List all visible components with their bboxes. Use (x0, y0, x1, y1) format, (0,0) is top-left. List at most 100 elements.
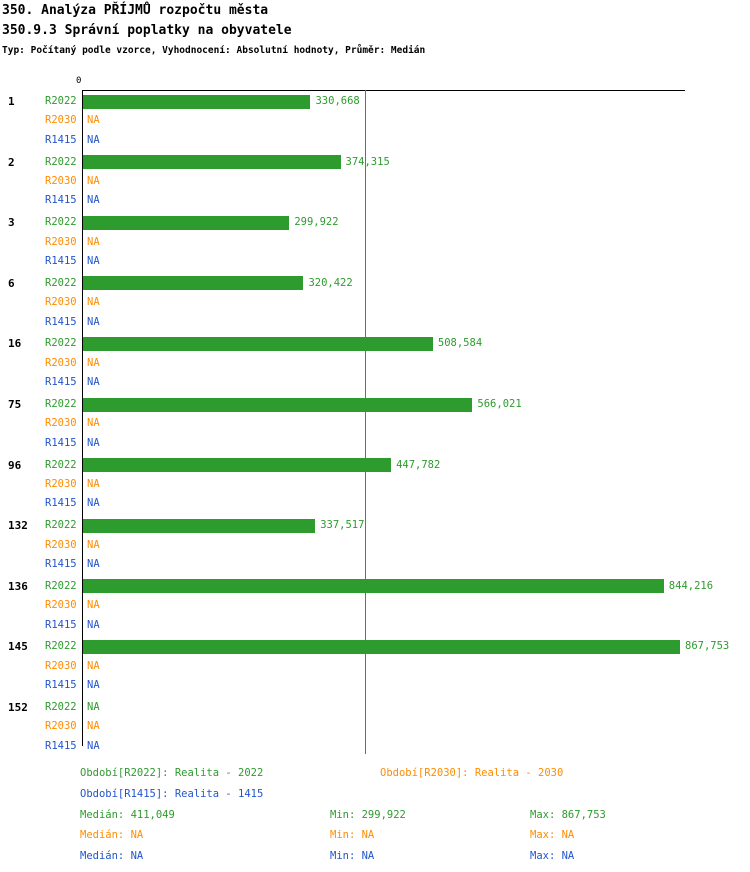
series-label: R1415 (45, 194, 77, 207)
group-id-label: 2 (8, 155, 15, 169)
series-label: R2030 (45, 417, 77, 430)
bar-row: R2022 447,782 (0, 456, 750, 475)
na-value-label: NA (87, 659, 100, 672)
na-value-label: NA (87, 599, 100, 612)
value-label: 330,668 (315, 95, 360, 107)
series-label: R2030 (45, 538, 77, 551)
value-bar (83, 397, 473, 412)
legend-r2022: Období[R2022]: Realita - 2022 (80, 767, 264, 779)
group-id-label: 1 (8, 95, 15, 108)
bar-row: R2022 508,584 (0, 334, 750, 353)
value-bar (83, 337, 433, 352)
series-label: R2030 (45, 296, 77, 309)
bar-row: R2022 867,753 (0, 637, 750, 656)
bar-group: 1 R2022 330,668 R2030 NA R1415 NA (0, 92, 750, 150)
stat-min-r2022: Min: 299,922 (330, 809, 406, 821)
bar-row: R1415 NA (0, 494, 750, 513)
bar-row: R2030 NA (0, 657, 750, 676)
group-id-label: 145 (8, 640, 28, 654)
na-value-label: NA (87, 739, 100, 752)
na-value-label: NA (87, 315, 100, 328)
value-label: 867,753 (685, 640, 730, 653)
bar-row: R2030 NA (0, 293, 750, 312)
bar-row: R1415 NA (0, 676, 750, 695)
series-label: R2022 (45, 276, 77, 289)
bar-row: R2022 320,422 (0, 274, 750, 293)
series-label: R2022 (45, 458, 77, 471)
report-title-line2: 350.9.3 Správní poplatky na obyvatele (2, 23, 292, 38)
value-label: 299,922 (294, 216, 339, 229)
series-label: R2022 (45, 519, 77, 532)
stat-median-r2030: Medián: NA (80, 829, 144, 841)
bar-row: R1415 NA (0, 373, 750, 392)
series-label: R2030 (45, 659, 77, 672)
bar-group: 3 R2022 299,922 R2030 NA R1415 NA (0, 213, 750, 271)
bar-row: R1415 NA (0, 737, 750, 756)
series-label: R2022 (45, 701, 77, 713)
bar-row: R2030 NA (0, 354, 750, 373)
bar-row: R2030 NA (0, 475, 750, 494)
group-id-label: 3 (8, 216, 15, 230)
na-value-label: NA (87, 497, 100, 510)
group-id-label: 6 (8, 276, 15, 290)
bar-group: 96 R2022 447,782 R2030 NA R1415 NA (0, 456, 750, 514)
axis-vertical-line (82, 90, 83, 746)
bar-row: R2022 844,216 (0, 577, 750, 596)
na-value-label: NA (87, 701, 100, 713)
series-label: R2030 (45, 235, 77, 248)
bar-row: R2022 566,021 (0, 395, 750, 414)
group-id-label: 152 (8, 701, 28, 714)
bar-row: R1415 NA (0, 555, 750, 574)
series-label: R1415 (45, 679, 77, 692)
bar-row: R2022 299,922 (0, 213, 750, 232)
series-label: R2030 (45, 720, 77, 733)
bar-row: R2022 337,517 (0, 516, 750, 535)
value-label: 320,422 (308, 276, 353, 289)
group-id-label: 136 (8, 579, 28, 593)
value-label: 508,584 (437, 337, 483, 350)
value-bar (83, 458, 392, 473)
na-value-label: NA (87, 114, 100, 127)
stat-min-r2030: Min: NA (330, 829, 375, 841)
na-value-label: NA (87, 720, 100, 733)
na-value-label: NA (87, 679, 100, 692)
series-label: R2022 (45, 579, 77, 592)
na-value-label: NA (87, 436, 100, 449)
series-label: R2022 (45, 155, 77, 168)
bar-row: R2022 374,315 (0, 153, 750, 172)
group-id-label: 96 (8, 458, 22, 472)
na-value-label: NA (87, 376, 100, 389)
bar-row: R1415 NA (0, 434, 750, 453)
stat-max-r1415: Max: NA (530, 850, 575, 862)
bar-row: R1415 NA (0, 252, 750, 271)
na-value-label: NA (87, 296, 100, 309)
na-value-label: NA (87, 254, 100, 267)
series-label: R1415 (45, 254, 77, 267)
na-value-label: NA (87, 133, 100, 146)
group-id-label: 75 (8, 398, 22, 411)
bar-group: 75 R2022 566,021 R2030 NA R1415 NA (0, 395, 750, 453)
bar-row: R1415 NA (0, 616, 750, 635)
value-bar (83, 94, 311, 109)
bar-row: R2030 NA (0, 536, 750, 555)
series-label: R1415 (45, 557, 77, 570)
series-label: R1415 (45, 376, 77, 389)
legend-r1415: Období[R1415]: Realita - 1415 (80, 788, 264, 800)
bar-group: 132 R2022 337,517 R2030 NA R1415 NA (0, 516, 750, 574)
bar-row: R1415 NA (0, 191, 750, 210)
median-line (365, 90, 366, 754)
group-id-label: 16 (8, 337, 22, 351)
legend-r2030: Období[R2030]: Realita - 2030 (380, 767, 564, 779)
bar-row: R1415 NA (0, 313, 750, 332)
na-value-label: NA (87, 417, 100, 430)
na-value-label: NA (87, 538, 100, 551)
bar-group: 16 R2022 508,584 R2030 NA R1415 NA (0, 334, 750, 392)
bar-group: 136 R2022 844,216 R2030 NA R1415 NA (0, 577, 750, 635)
value-bar (83, 215, 290, 230)
series-label: R2030 (45, 356, 77, 369)
series-label: R1415 (45, 315, 77, 328)
series-label: R2022 (45, 398, 77, 410)
na-value-label: NA (87, 557, 100, 570)
na-value-label: NA (87, 477, 100, 490)
na-value-label: NA (87, 194, 100, 207)
